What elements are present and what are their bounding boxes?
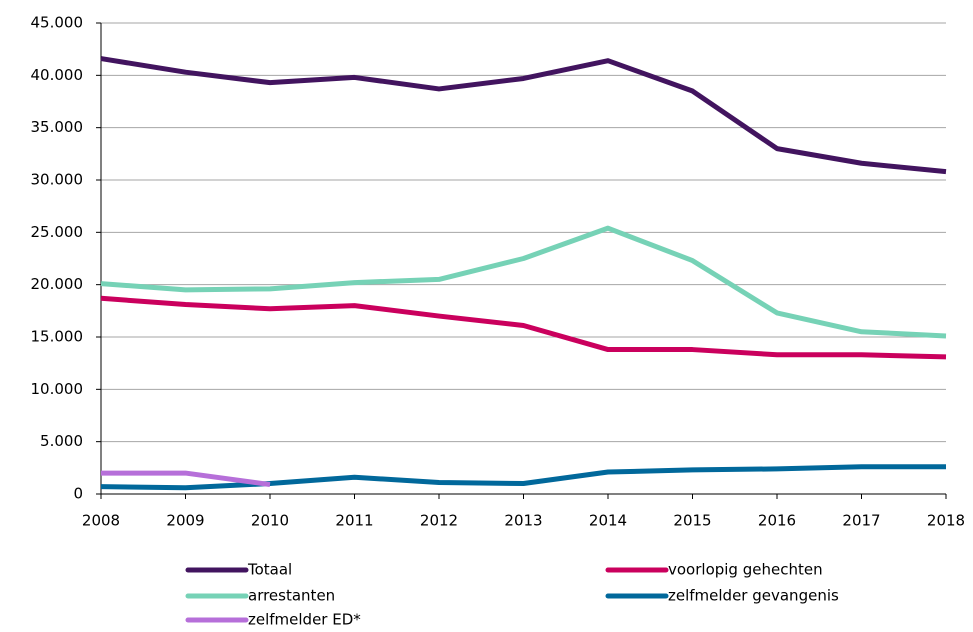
y-tick-label: 45.000	[31, 14, 84, 32]
x-tick-label: 2011	[335, 512, 373, 530]
x-tick-label: 2015	[673, 512, 711, 530]
series-line	[100, 225, 947, 339]
x-tick-label: 2016	[758, 512, 796, 530]
x-tick-label: 2014	[589, 512, 627, 530]
x-tick-label: 2009	[166, 512, 204, 530]
y-tick-label: 0	[73, 485, 83, 503]
y-tick-label: 25.000	[31, 223, 84, 241]
y-tick-label: 20.000	[31, 275, 84, 293]
y-tick-label: 5.000	[40, 432, 83, 450]
y-tick-label: 30.000	[31, 171, 84, 189]
series-line	[100, 56, 947, 175]
legend-label: zelfmelder ED*	[248, 611, 361, 629]
x-tick-label: 2018	[927, 512, 965, 530]
y-tick-label: 15.000	[31, 328, 84, 346]
x-tick-label: 2017	[842, 512, 880, 530]
series-line	[100, 464, 946, 491]
y-tick-label: 35.000	[31, 118, 84, 136]
legend-label: Totaal	[247, 561, 292, 579]
y-tick-label: 40.000	[31, 66, 84, 84]
series-line	[101, 470, 271, 488]
legend-label: voorlopig gehechten	[668, 561, 823, 579]
x-tick-label: 2013	[504, 512, 542, 530]
series-line	[100, 295, 947, 360]
x-tick-label: 2012	[420, 512, 458, 530]
legend-label: zelfmelder gevangenis	[668, 587, 839, 605]
x-tick-label: 2010	[251, 512, 289, 530]
y-tick-label: 10.000	[31, 380, 84, 398]
legend-label: arrestanten	[248, 587, 335, 605]
x-tick-label: 2008	[82, 512, 120, 530]
